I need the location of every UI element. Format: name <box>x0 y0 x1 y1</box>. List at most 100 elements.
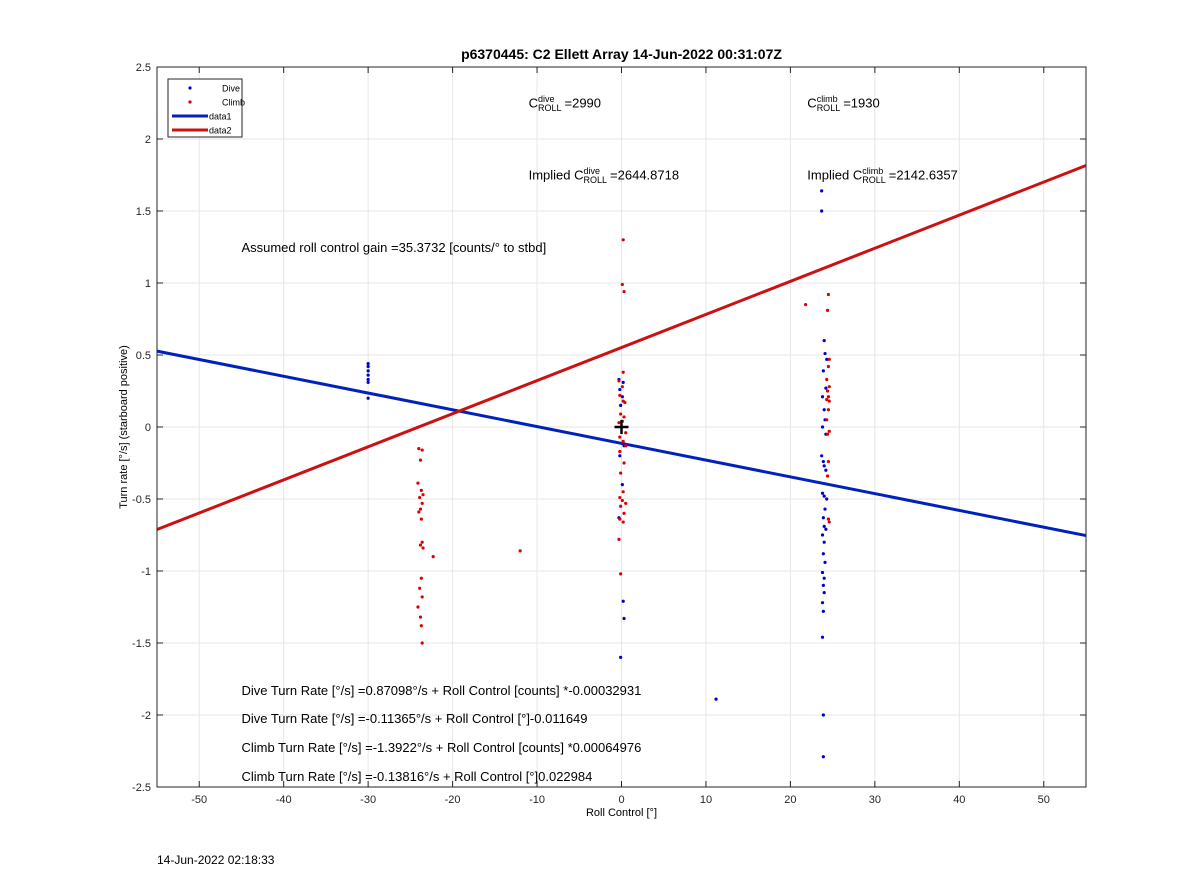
y-axis-label: Turn rate [°/s] (starboard positive) <box>118 345 130 509</box>
coefficient-superscript: climb <box>862 166 884 176</box>
coefficient-subscript: ROLL <box>816 103 841 113</box>
x-tick-label: -40 <box>276 794 292 806</box>
fit-line-data1 <box>156 349 1087 538</box>
climb-point <box>622 461 626 465</box>
climb-point <box>825 308 830 312</box>
dive-point <box>821 713 825 717</box>
dive-point <box>621 380 625 384</box>
dive-point <box>825 357 829 361</box>
coefficient-value: =2644.8718 <box>610 167 680 183</box>
climb-point <box>420 595 424 599</box>
dive-point <box>366 362 370 366</box>
climb-point <box>620 282 624 287</box>
coefficient-prefix: Implied C <box>807 167 863 183</box>
dive-point <box>820 601 825 605</box>
annotation-text: Dive Turn Rate [°/s] =-0.11365°/s + Roll… <box>241 711 588 727</box>
climb-point <box>825 377 829 382</box>
y-tick-label: -0.5 <box>132 494 151 506</box>
legend: Dive Climb data1 data2 <box>167 78 245 138</box>
scatter-points <box>366 189 831 759</box>
climb-point <box>825 474 830 478</box>
climb-point <box>621 238 625 242</box>
climb-point <box>826 292 831 297</box>
climb-point <box>618 449 622 454</box>
coefficient-subscript: ROLL <box>862 175 886 185</box>
climb-point <box>624 431 628 435</box>
climb-point <box>419 576 423 580</box>
climb-point <box>825 418 829 422</box>
climb-point <box>827 357 831 361</box>
dive-point <box>820 454 824 458</box>
climb-point <box>622 415 626 419</box>
climb-point <box>619 412 623 416</box>
climb-point <box>617 537 621 541</box>
dive-point <box>822 540 826 544</box>
climb-point <box>621 520 625 524</box>
coefficient-subscript: ROLL <box>583 175 608 185</box>
coefficient-superscript: climb <box>816 94 838 104</box>
annotation-text: Climb Turn Rate [°/s] =-0.13816°/s + Rol… <box>241 768 593 784</box>
coefficient-prefix: C <box>528 95 538 111</box>
climb-point <box>826 517 831 521</box>
dive-point <box>821 516 825 520</box>
climb-point <box>419 624 423 628</box>
dive-point <box>823 507 827 511</box>
dive-point <box>821 609 825 613</box>
dive-point <box>821 755 825 759</box>
climb-point <box>617 379 621 383</box>
dive-point <box>820 570 825 575</box>
legend-label-Dive: Dive <box>222 84 240 94</box>
climb-point <box>418 543 423 547</box>
climb-point <box>623 400 627 405</box>
dive-point <box>822 464 826 468</box>
climb-point <box>618 435 622 439</box>
climb-point <box>826 408 831 412</box>
legend-box <box>167 78 243 138</box>
dive-point <box>821 369 825 373</box>
chart-title: p6370445: C2 Ellett Array 14-Jun-2022 00… <box>461 46 782 62</box>
climb-point <box>418 507 423 511</box>
dive-point <box>821 583 825 588</box>
fit-lines <box>156 164 1087 538</box>
climb-point <box>420 448 424 452</box>
dive-point <box>620 483 624 487</box>
dive-point <box>825 497 829 501</box>
climb-point <box>825 432 830 436</box>
climb-point <box>418 495 422 500</box>
dive-point <box>366 373 370 377</box>
climb-point <box>418 615 423 619</box>
climb-point <box>617 421 621 425</box>
climb-point <box>618 495 622 500</box>
dive-point <box>621 599 625 603</box>
axis-ticks: -50 -40 -30 -20 -10 0 10 20 30 40 50-2.5-2-1.5-1-0… <box>132 62 1086 806</box>
climb-point <box>624 444 628 448</box>
climb-point <box>622 290 626 294</box>
climb-point <box>421 546 425 550</box>
dive-point <box>822 524 826 528</box>
climb-point <box>416 605 420 609</box>
coefficient-prefix: Implied C <box>528 167 584 183</box>
legend-label-data2: data2 <box>209 126 232 136</box>
fit-line-data2 <box>156 164 1087 531</box>
dive-point <box>822 591 826 595</box>
climb-point <box>619 471 623 475</box>
dive-point <box>822 339 826 343</box>
climb-point <box>827 399 831 403</box>
coefficient-superscript: dive <box>537 94 555 104</box>
dive-point <box>824 527 828 531</box>
climb-point <box>827 385 831 389</box>
dive-point <box>823 351 827 356</box>
y-tick-label: -1.5 <box>132 638 151 650</box>
climb-point <box>417 447 421 451</box>
x-tick-label: -50 <box>191 794 207 806</box>
dive-point <box>822 494 826 498</box>
dive-point <box>822 576 826 580</box>
legend-label-Climb: Climb <box>222 98 245 108</box>
dive-point <box>619 403 623 407</box>
climb-point <box>618 517 622 521</box>
x-tick-label: 20 <box>784 794 796 806</box>
climb-point <box>622 511 626 515</box>
